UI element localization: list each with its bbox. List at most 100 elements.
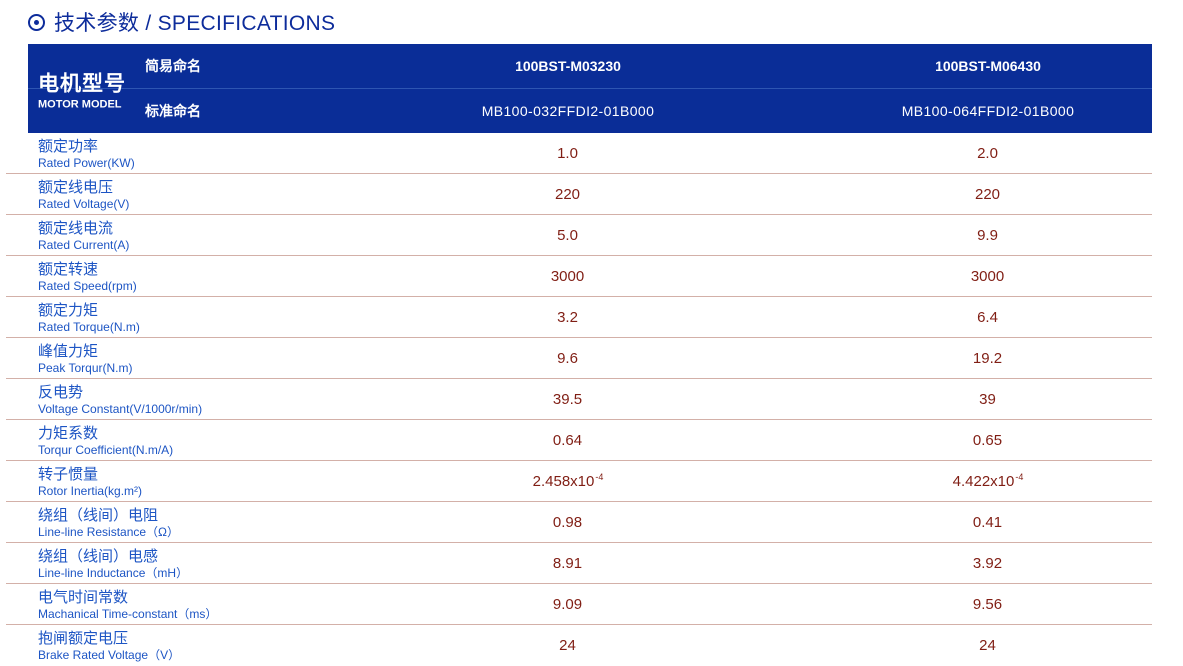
spec-value-col1: 220 — [348, 174, 788, 214]
spec-value-col2: 3000 — [788, 256, 1152, 296]
spec-row: 绕组（线间）电感 Line-line Inductance（mH） 8.91 3.92 — [6, 543, 1152, 584]
spec-value-text: 1.0 — [557, 144, 578, 162]
spec-value-text: 2.0 — [977, 144, 998, 162]
spec-value-col2: 6.4 — [788, 297, 1152, 337]
spec-value-col1: 9.6 — [348, 338, 788, 378]
spec-label-cell: 反电势 Voltage Constant(V/1000r/min) — [6, 379, 348, 419]
model-standard-1: MB100-032FFDI2-01B000 — [481, 103, 655, 119]
spec-value-col2: 24 — [788, 625, 1152, 666]
spec-label-cn: 额定功率 — [38, 138, 99, 155]
spec-value-text: 2.458x10 — [532, 472, 595, 490]
spec-value-col2: 220 — [788, 174, 1152, 214]
spec-value-text: 5.0 — [557, 226, 578, 244]
spec-label-cn: 电气时间常数 — [38, 589, 129, 606]
spec-label-cell: 抱闸额定电压 Brake Rated Voltage（V） — [6, 625, 348, 666]
spec-value-col1: 1.0 — [348, 133, 788, 173]
spec-value-text: 220 — [974, 185, 1001, 203]
motor-model-header-cell: 电机型号 MOTOR MODEL — [38, 67, 126, 110]
motor-model-label-en: MOTOR MODEL — [38, 98, 122, 110]
spec-label-en: Machanical Time-constant（ms） — [38, 607, 218, 621]
spec-value-col1: 2.458x10 -4 — [348, 461, 788, 501]
spec-value-text: 0.64 — [552, 431, 583, 449]
spec-label-cn: 抱闸额定电压 — [38, 630, 129, 647]
spec-rows: 额定功率 Rated Power(KW) 1.0 2.0 额定线电压 Rated Volt… — [6, 133, 1152, 666]
spec-value-text: 4.422x10 — [952, 472, 1015, 490]
spec-row: 额定功率 Rated Power(KW) 1.0 2.0 — [6, 133, 1152, 174]
spec-label-en: Peak Torqur(N.m) — [38, 361, 133, 375]
spec-label-cn: 额定线电压 — [38, 179, 114, 196]
spec-label-en: Rated Power(KW) — [38, 156, 135, 170]
spec-label-en: Brake Rated Voltage（V） — [38, 648, 181, 662]
spec-value-text: 3000 — [550, 267, 585, 285]
spec-label-en: Rated Torque(N.m) — [38, 320, 140, 334]
spec-label-cn: 峰值力矩 — [38, 343, 99, 360]
spec-row: 力矩系数 Torqur Coefficient(N.m/A) 0.64 0.65 — [6, 420, 1152, 461]
spec-label-cn: 额定线电流 — [38, 220, 114, 237]
spec-row: 额定转速 Rated Speed(rpm) 3000 3000 — [6, 256, 1152, 297]
model-simple-2: 100BST-M06430 — [935, 58, 1041, 74]
motor-model-label-cn: 电机型号 — [38, 72, 126, 95]
spec-table-header: 电机型号 MOTOR MODEL 简易命名 100BST-M03230 100B… — [28, 44, 1152, 133]
spec-label-cell: 额定线电流 Rated Current(A) — [6, 215, 348, 255]
spec-value-col2: 9.9 — [788, 215, 1152, 255]
spec-value-text: 19.2 — [972, 349, 1003, 367]
superscript: -4 — [1015, 471, 1024, 482]
spec-row: 转子惯量 Rotor Inertia(kg.m²) 2.458x10 -4 4.422x… — [6, 461, 1152, 502]
spec-row: 额定线电压 Rated Voltage(V) 220 220 — [6, 174, 1152, 215]
section-title-bar: 技术参数 / SPECIFICATIONS — [0, 0, 1183, 44]
spec-value-col2: 0.41 — [788, 502, 1152, 542]
spec-label-cn: 额定力矩 — [38, 302, 99, 319]
spec-row: 绕组（线间）电阻 Line-line Resistance（Ω） 0.98 0.41 — [6, 502, 1152, 543]
spec-value-text: 39 — [979, 390, 996, 408]
spec-value-text: 8.91 — [552, 554, 583, 572]
spec-value-col2: 4.422x10 -4 — [788, 461, 1152, 501]
header-row-simple-name: 简易命名 100BST-M03230 100BST-M06430 — [28, 44, 1152, 89]
spec-label-cn: 绕组（线间）电感 — [38, 548, 159, 565]
spec-value-col2: 19.2 — [788, 338, 1152, 378]
spec-value-col1: 0.64 — [348, 420, 788, 460]
spec-label-cell: 额定力矩 Rated Torque(N.m) — [6, 297, 348, 337]
spec-row: 额定力矩 Rated Torque(N.m) 3.2 6.4 — [6, 297, 1152, 338]
spec-label-cell: 额定线电压 Rated Voltage(V) — [6, 174, 348, 214]
spec-value-col1: 5.0 — [348, 215, 788, 255]
spec-value-text: 0.65 — [972, 431, 1003, 449]
superscript: -4 — [595, 471, 604, 482]
spec-value-text: 0.41 — [972, 513, 1003, 531]
spec-label-cell: 额定功率 Rated Power(KW) — [6, 133, 348, 173]
spec-value-col2: 2.0 — [788, 133, 1152, 173]
spec-label-cell: 电气时间常数 Machanical Time-constant（ms） — [6, 584, 348, 624]
spec-label-en: Voltage Constant(V/1000r/min) — [38, 402, 203, 416]
spec-label-cell: 力矩系数 Torqur Coefficient(N.m/A) — [6, 420, 348, 460]
spec-value-text: 0.98 — [552, 513, 583, 531]
spec-value-col1: 39.5 — [348, 379, 788, 419]
spec-value-col1: 3000 — [348, 256, 788, 296]
spec-row: 峰值力矩 Peak Torqur(N.m) 9.6 19.2 — [6, 338, 1152, 379]
spec-value-col2: 3.92 — [788, 543, 1152, 583]
spec-label-en: Rotor Inertia(kg.m²) — [38, 484, 143, 498]
circled-dot-icon — [28, 13, 45, 31]
spec-value-col1: 0.98 — [348, 502, 788, 542]
spec-value-text: 9.9 — [977, 226, 998, 244]
spec-value-text: 24 — [559, 637, 576, 654]
spec-value-text: 39.5 — [552, 390, 583, 408]
spec-label-en: Rated Current(A) — [38, 238, 130, 252]
spec-label-cell: 转子惯量 Rotor Inertia(kg.m²) — [6, 461, 348, 501]
spec-label-cn: 反电势 — [38, 384, 84, 401]
spec-value-col2: 39 — [788, 379, 1152, 419]
model-standard-2: MB100-064FFDI2-01B000 — [901, 103, 1075, 119]
page-title: 技术参数 / SPECIFICATIONS — [54, 12, 336, 35]
spec-value-text: 220 — [554, 185, 581, 203]
spec-label-cn: 绕组（线间）电阻 — [38, 507, 159, 524]
spec-label-cell: 绕组（线间）电感 Line-line Inductance（mH） — [6, 543, 348, 583]
spec-label-cn: 额定转速 — [38, 261, 99, 278]
spec-label-cell: 绕组（线间）电阻 Line-line Resistance（Ω） — [6, 502, 348, 542]
spec-row: 抱闸额定电压 Brake Rated Voltage（V） 24 24 — [6, 625, 1152, 666]
spec-value-text: 24 — [979, 637, 996, 654]
spec-label-cn: 转子惯量 — [38, 466, 99, 483]
simple-name-label: 简易命名 — [145, 58, 201, 74]
spec-value-col2: 9.56 — [788, 584, 1152, 624]
spec-label-en: Rated Speed(rpm) — [38, 279, 137, 293]
spec-value-text: 3.2 — [557, 308, 578, 326]
model-simple-1: 100BST-M03230 — [515, 58, 621, 74]
spec-label-en: Rated Voltage(V) — [38, 197, 130, 211]
